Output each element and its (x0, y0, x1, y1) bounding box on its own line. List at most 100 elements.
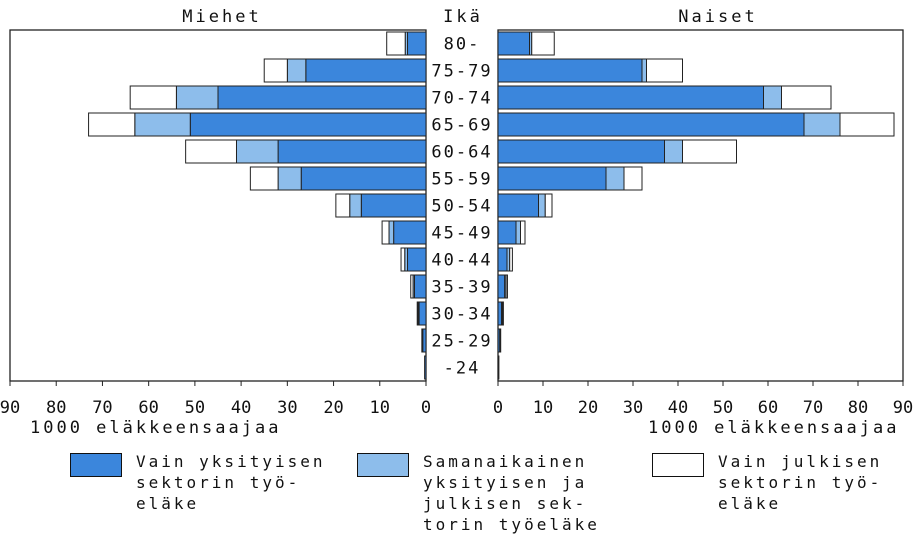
bar-left-40-44-series-0 (407, 247, 427, 272)
bar-right-65-69-series-1 (803, 112, 841, 137)
bar-left-30-34-series-0 (418, 301, 427, 326)
bar-left-40-44-series-2 (400, 247, 406, 272)
legend-label-both: Samanaikainen yksityisen ja julkisen sek… (423, 452, 600, 534)
bar-right-40-44-series-2 (509, 247, 513, 272)
bar-right-30-34-series-2 (502, 301, 504, 326)
bar-left-75-79-series-0 (305, 58, 427, 83)
age-label-50-54: 50-54 (431, 197, 492, 217)
bar-right-80--series-2 (531, 31, 555, 56)
bar-left-70-74-series-1 (175, 85, 219, 110)
bar-left-35-39-series-0 (413, 274, 427, 299)
bar-right-60-64-series-1 (664, 139, 683, 164)
bar-right-35-39-series-2 (505, 274, 508, 299)
legend-label-public: Vain julkisen sektorin työ- eläke (718, 452, 883, 513)
bar-left-60-64-series-1 (235, 139, 279, 164)
tick-label-left-70: 70 (92, 398, 112, 418)
bar-left--24-series-0 (424, 355, 427, 380)
tick-label-right-0: 0 (493, 398, 503, 418)
legend-item-private: Vain yksityisen sektorin työ- eläke (70, 451, 326, 514)
bar-right-70-74-series-2 (781, 85, 832, 110)
bar-left-75-79-series-2 (263, 58, 288, 83)
bar-right-35-39-series-0 (497, 274, 506, 299)
age-label-75-79: 75-79 (431, 62, 492, 82)
tick-label-right-50: 50 (713, 398, 733, 418)
age-label-25-29: 25-29 (431, 332, 492, 352)
tick-label-right-60: 60 (758, 398, 778, 418)
bar-right-45-49-series-2 (520, 220, 526, 245)
bar-right-40-44-series-0 (497, 247, 508, 272)
bar-right-50-54-series-0 (497, 193, 539, 218)
bar-left-70-74-series-2 (129, 85, 177, 110)
bar-left-60-64-series-2 (185, 139, 237, 164)
age-label-40-44: 40-44 (431, 251, 492, 271)
legend-item-both: Samanaikainen yksityisen ja julkisen sek… (357, 451, 600, 535)
bar-left-60-64-series-0 (277, 139, 427, 164)
bar-right-65-69-series-0 (497, 112, 805, 137)
legend-swatch-both (357, 453, 409, 477)
age-label-45-49: 45-49 (431, 224, 492, 244)
tick-label-right-10: 10 (533, 398, 553, 418)
bar-left-35-39-series-2 (410, 274, 414, 299)
legend-item-public: Vain julkisen sektorin työ- eläke (652, 451, 882, 514)
panel-title-miehet: Miehet (182, 7, 261, 27)
plot-area: 90 80 70 60 50 40 30 20 10 0 0 10 20 30 40 50 60 70 80 90 80… (0, 29, 913, 418)
tick-label-left-50: 50 (185, 398, 205, 418)
tick-label-right-40: 40 (668, 398, 688, 418)
bar-left-45-49-series-1 (388, 220, 395, 245)
bar-left-50-54-series-2 (335, 193, 351, 218)
legend-swatch-private (70, 453, 122, 477)
bar-left-80--series-0 (407, 31, 427, 56)
tick-label-left-30: 30 (277, 398, 297, 418)
bar-right-70-74-series-1 (763, 85, 782, 110)
bar-right-30-34-series-0 (497, 301, 503, 326)
bar-right-75-79-series-1 (641, 58, 647, 83)
bar-right-50-54-series-1 (538, 193, 546, 218)
panel-title-naiset: Naiset (678, 7, 757, 27)
bar-left-65-69-series-2 (88, 112, 136, 137)
age-label-35-39: 35-39 (431, 278, 492, 298)
bar-right-45-49-series-1 (515, 220, 521, 245)
age-axis-title: Ikä (443, 7, 483, 27)
bar-right-60-64-series-0 (497, 139, 665, 164)
tick-label-right-20: 20 (578, 398, 598, 418)
bar-right-55-59-series-0 (497, 166, 607, 191)
tick-label-right-80: 80 (848, 398, 868, 418)
legend-swatch-public (652, 453, 704, 477)
tick-label-left-60: 60 (138, 398, 158, 418)
bar-right-75-79-series-0 (497, 58, 643, 83)
tick-label-left-90: 90 (0, 398, 20, 418)
x-axis-label-right: 1000 eläkkeensaajaa (648, 418, 899, 438)
age-label-55-59: 55-59 (431, 170, 492, 190)
tick-label-left-80: 80 (46, 398, 66, 418)
bar-left-65-69-series-0 (189, 112, 427, 137)
bar-left-50-54-series-0 (360, 193, 427, 218)
bar-left-55-59-series-1 (277, 166, 302, 191)
bar-left-50-54-series-1 (349, 193, 362, 218)
bar-left-55-59-series-0 (300, 166, 427, 191)
bar-left-30-34-series-2 (416, 301, 419, 326)
bar-right-60-64-series-2 (682, 139, 737, 164)
tick-label-left-40: 40 (231, 398, 251, 418)
tick-label-left-20: 20 (323, 398, 343, 418)
bar-right-80--series-0 (497, 31, 530, 56)
age-label-70-74: 70-74 (431, 89, 492, 109)
x-axis-label-left: 1000 eläkkeensaajaa (30, 418, 281, 438)
age-label-30-34: 30-34 (431, 305, 492, 325)
bar-right--24-series-0 (497, 355, 500, 380)
bar-right-70-74-series-0 (497, 85, 764, 110)
age-label-80-: 80- (444, 35, 481, 55)
bar-left-70-74-series-0 (217, 85, 427, 110)
bar-left-45-49-series-2 (381, 220, 390, 245)
bar-right-55-59-series-2 (623, 166, 643, 191)
bar-left-65-69-series-1 (134, 112, 191, 137)
tick-label-left-0: 0 (421, 398, 431, 418)
tick-label-right-30: 30 (623, 398, 643, 418)
age-label-65-69: 65-69 (431, 116, 492, 136)
tick-label-right-90: 90 (893, 398, 913, 418)
panel-frame-right (497, 29, 904, 382)
bar-left-75-79-series-1 (286, 58, 307, 83)
bar-right-65-69-series-2 (839, 112, 895, 137)
age-label-60-64: 60-64 (431, 143, 492, 163)
bar-left-80--series-2 (386, 31, 406, 56)
